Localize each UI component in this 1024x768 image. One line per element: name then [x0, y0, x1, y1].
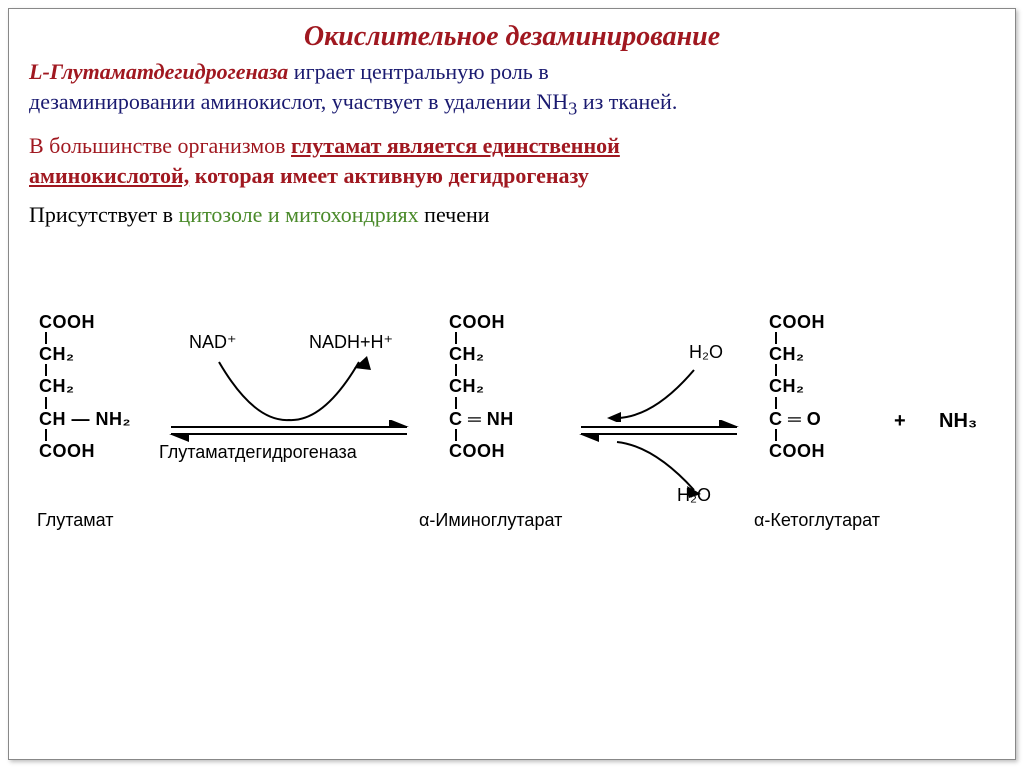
- slide-title: Окислительное дезаминирование: [29, 21, 995, 53]
- slide-frame: Окислительное дезаминирование L-Глутамат…: [8, 8, 1016, 760]
- para1-sub: 3: [568, 98, 577, 118]
- cofactor-curve-1: [199, 352, 379, 422]
- enzyme-label: Глутаматдегидрогеназа: [159, 442, 357, 463]
- para2-emph2: аминокислотой,: [29, 163, 189, 188]
- cofactor-nad: NAD⁺: [189, 332, 237, 353]
- para3-rest: печени: [419, 202, 490, 227]
- para1-rest1: играет центральную роль в: [288, 59, 548, 84]
- para1-rest2: дезаминировании аминокислот, участвует в…: [29, 89, 568, 114]
- equilibrium-arrow-1: [169, 420, 409, 442]
- product-nh3: NH₃: [939, 410, 977, 433]
- water-curve-in: [599, 362, 709, 422]
- molecule-glutamate: COOHCH₂CH₂CH — NH₂COOH: [39, 310, 131, 463]
- label-iminoglutarate: α-Иминоглутарат: [419, 510, 562, 531]
- water-top: H₂O: [689, 342, 723, 363]
- plus-sign: +: [894, 410, 906, 433]
- label-ketoglutarate: α-Кетоглутарат: [754, 510, 880, 531]
- para2-emph1: глутамат является единственной: [291, 133, 620, 158]
- reaction-scheme: COOHCH₂CH₂CH — NH₂COOH Глутамат Глутамат…: [29, 270, 995, 630]
- cofactor-nadh: NADH+H⁺: [309, 332, 393, 353]
- paragraph-1: L-Глутаматдегидрогеназа играет центральн…: [29, 57, 995, 121]
- paragraph-3: Присутствует в цитозоле и митохондриях п…: [29, 200, 995, 230]
- water-bottom: H₂O: [677, 485, 711, 506]
- molecule-iminoglutarate: COOHCH₂CH₂C ═ NHCOOH: [449, 310, 514, 463]
- paragraph-2: В большинстве организмов глутамат являет…: [29, 131, 995, 190]
- label-glutamate: Глутамат: [37, 510, 114, 531]
- molecule-ketoglutarate: COOHCH₂CH₂C ═ OCOOH: [769, 310, 825, 463]
- para2-lead: В большинстве организмов: [29, 133, 291, 158]
- para2-rest: которая имеет активную дегидрогеназу: [189, 163, 589, 188]
- title-text: Окислительное дезаминирование: [304, 21, 720, 52]
- para1-rest3: из тканей.: [577, 89, 677, 114]
- enzyme-name: L-Глутаматдегидрогеназа: [29, 59, 288, 84]
- para3-lead: Присутствует в: [29, 202, 179, 227]
- para3-highlight: цитозоле и митохондриях: [179, 202, 419, 227]
